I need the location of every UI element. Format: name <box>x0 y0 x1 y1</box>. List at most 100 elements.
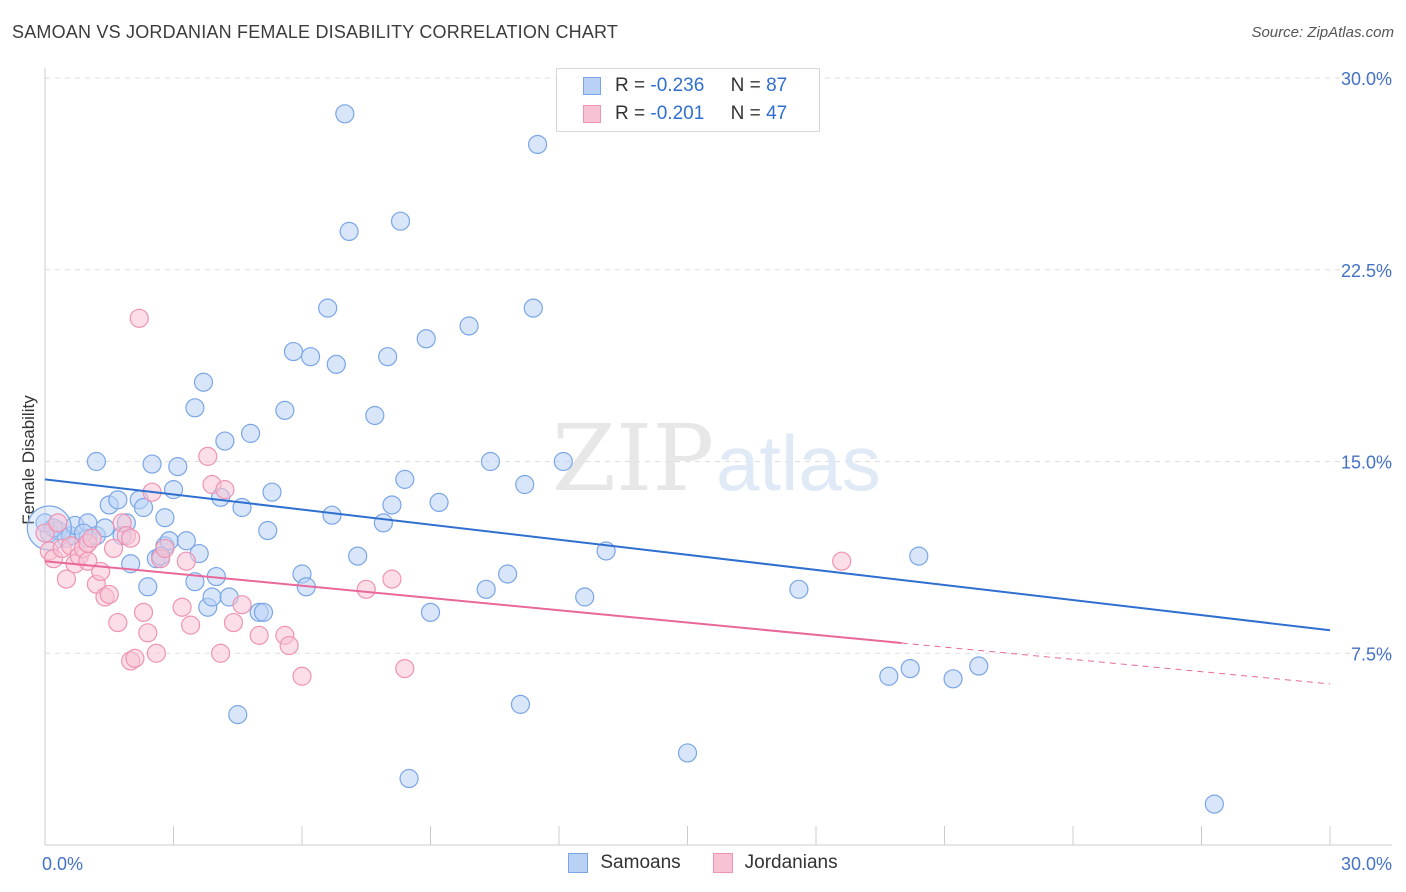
jordanian-point <box>146 643 166 663</box>
samoan-point <box>943 669 963 689</box>
jordanian-point <box>48 513 68 533</box>
samoans-legend-swatch <box>568 853 589 873</box>
samoan-point <box>498 564 518 584</box>
jordanian-point <box>198 446 218 466</box>
jordanian-point <box>223 612 244 633</box>
r-label: R = <box>615 103 646 124</box>
jordanian-point <box>138 623 158 643</box>
axes <box>44 68 1392 846</box>
samoan-point <box>1204 794 1224 814</box>
samoan-point <box>378 347 398 367</box>
samoan-point <box>326 354 346 374</box>
samoan-point <box>300 347 321 367</box>
samoan-point <box>900 658 920 679</box>
chart-title: SAMOAN VS JORDANIAN FEMALE DISABILITY CO… <box>12 22 619 42</box>
samoan-point <box>969 656 989 676</box>
grid-lines <box>45 77 1392 654</box>
samoan-point <box>253 602 274 622</box>
watermark-zip: ZIP <box>552 405 714 512</box>
samoan-point <box>575 587 595 607</box>
samoan-point <box>339 221 359 241</box>
r-label: R = <box>615 75 646 96</box>
jordanian-point <box>249 625 269 645</box>
jordanian-point <box>832 551 852 571</box>
jordanian-point <box>395 658 415 679</box>
samoan-point <box>133 497 154 518</box>
n-value-jordanians: 47 <box>766 103 788 124</box>
jordanian-point <box>181 615 201 635</box>
samoan-point <box>86 451 107 472</box>
y-tick-label: 22.5% <box>1341 261 1392 281</box>
y-tick-label: 30.0% <box>1341 69 1392 89</box>
samoan-point <box>275 400 295 420</box>
samoans-swatch <box>583 77 601 95</box>
jordanian-point <box>279 635 299 656</box>
jordanian-point <box>292 666 312 686</box>
jordanian-point <box>56 569 77 589</box>
jordanian-point <box>103 538 124 559</box>
samoan-point <box>335 104 355 124</box>
legend-label-samoans: Samoans <box>600 852 681 873</box>
samoan-point <box>95 518 115 538</box>
jordanian-point <box>211 643 231 663</box>
stats-legend: R = -0.236 N = 87 R = -0.201 N = 47 <box>556 68 820 132</box>
samoan-point <box>193 372 214 392</box>
stats-legend-row-samoans: R = -0.236 N = 87 <box>557 73 787 99</box>
samoan-point <box>142 454 162 474</box>
n-label: N = <box>730 103 761 124</box>
samoan-point <box>390 211 411 231</box>
samoan-point <box>283 341 304 362</box>
samoan-point <box>241 423 261 443</box>
samoan-point <box>476 579 496 599</box>
watermark-atlas: atlas <box>716 419 881 507</box>
samoan-point <box>480 451 501 472</box>
samoan-point <box>108 490 128 510</box>
samoan-point <box>202 587 222 607</box>
jordanian-point <box>356 579 376 599</box>
jordanian-point <box>172 597 192 617</box>
samoan-point <box>553 451 573 472</box>
jordanian-point <box>215 480 235 500</box>
stats-legend-row-jordanians: R = -0.201 N = 47 <box>557 101 787 127</box>
watermark: ZIP atlas <box>552 405 881 512</box>
samoan-point <box>262 482 282 502</box>
x-tick-label: 0.0% <box>42 854 83 874</box>
samoan-point <box>176 531 196 551</box>
samoan-point <box>185 572 205 592</box>
y-tick-label: 15.0% <box>1341 453 1392 473</box>
samoan-point <box>373 513 393 533</box>
jordanian-point <box>121 528 141 548</box>
trend-line-samoans <box>44 478 1331 632</box>
jordanian-point <box>232 595 252 615</box>
samoan-point <box>215 431 235 451</box>
samoan-point <box>155 508 175 528</box>
jordanians-legend-swatch <box>712 853 733 873</box>
samoan-point <box>318 298 338 318</box>
jordanian-point <box>35 523 55 543</box>
y-tick-label: 7.5% <box>1351 644 1392 664</box>
n-label: N = <box>730 75 761 96</box>
trend-line-jordanians-extension <box>901 642 1331 685</box>
samoan-point <box>909 546 929 566</box>
jordanian-point <box>82 528 102 548</box>
n-value-samoans: 87 <box>766 75 788 96</box>
series-legend: Samoans Jordanians <box>0 852 1406 874</box>
r-value-jordanians: -0.201 <box>650 103 705 124</box>
samoan-point <box>382 495 402 515</box>
samoan-point <box>416 329 436 349</box>
samoan-point <box>510 694 531 714</box>
legend-item-samoans[interactable]: Samoans <box>568 852 681 874</box>
samoan-point <box>515 474 535 495</box>
samoan-point <box>459 316 479 336</box>
samoan-point <box>789 579 809 599</box>
samoan-point <box>523 298 543 318</box>
samoan-point <box>322 505 342 525</box>
legend-label-jordanians: Jordanians <box>744 852 838 873</box>
legend-item-jordanians[interactable]: Jordanians <box>712 852 838 874</box>
jordanian-point <box>129 308 149 328</box>
trend-line-jordanians <box>44 560 902 645</box>
jordanian-point <box>382 569 402 589</box>
samoan-point <box>395 469 415 489</box>
jordanian-point <box>155 538 175 559</box>
